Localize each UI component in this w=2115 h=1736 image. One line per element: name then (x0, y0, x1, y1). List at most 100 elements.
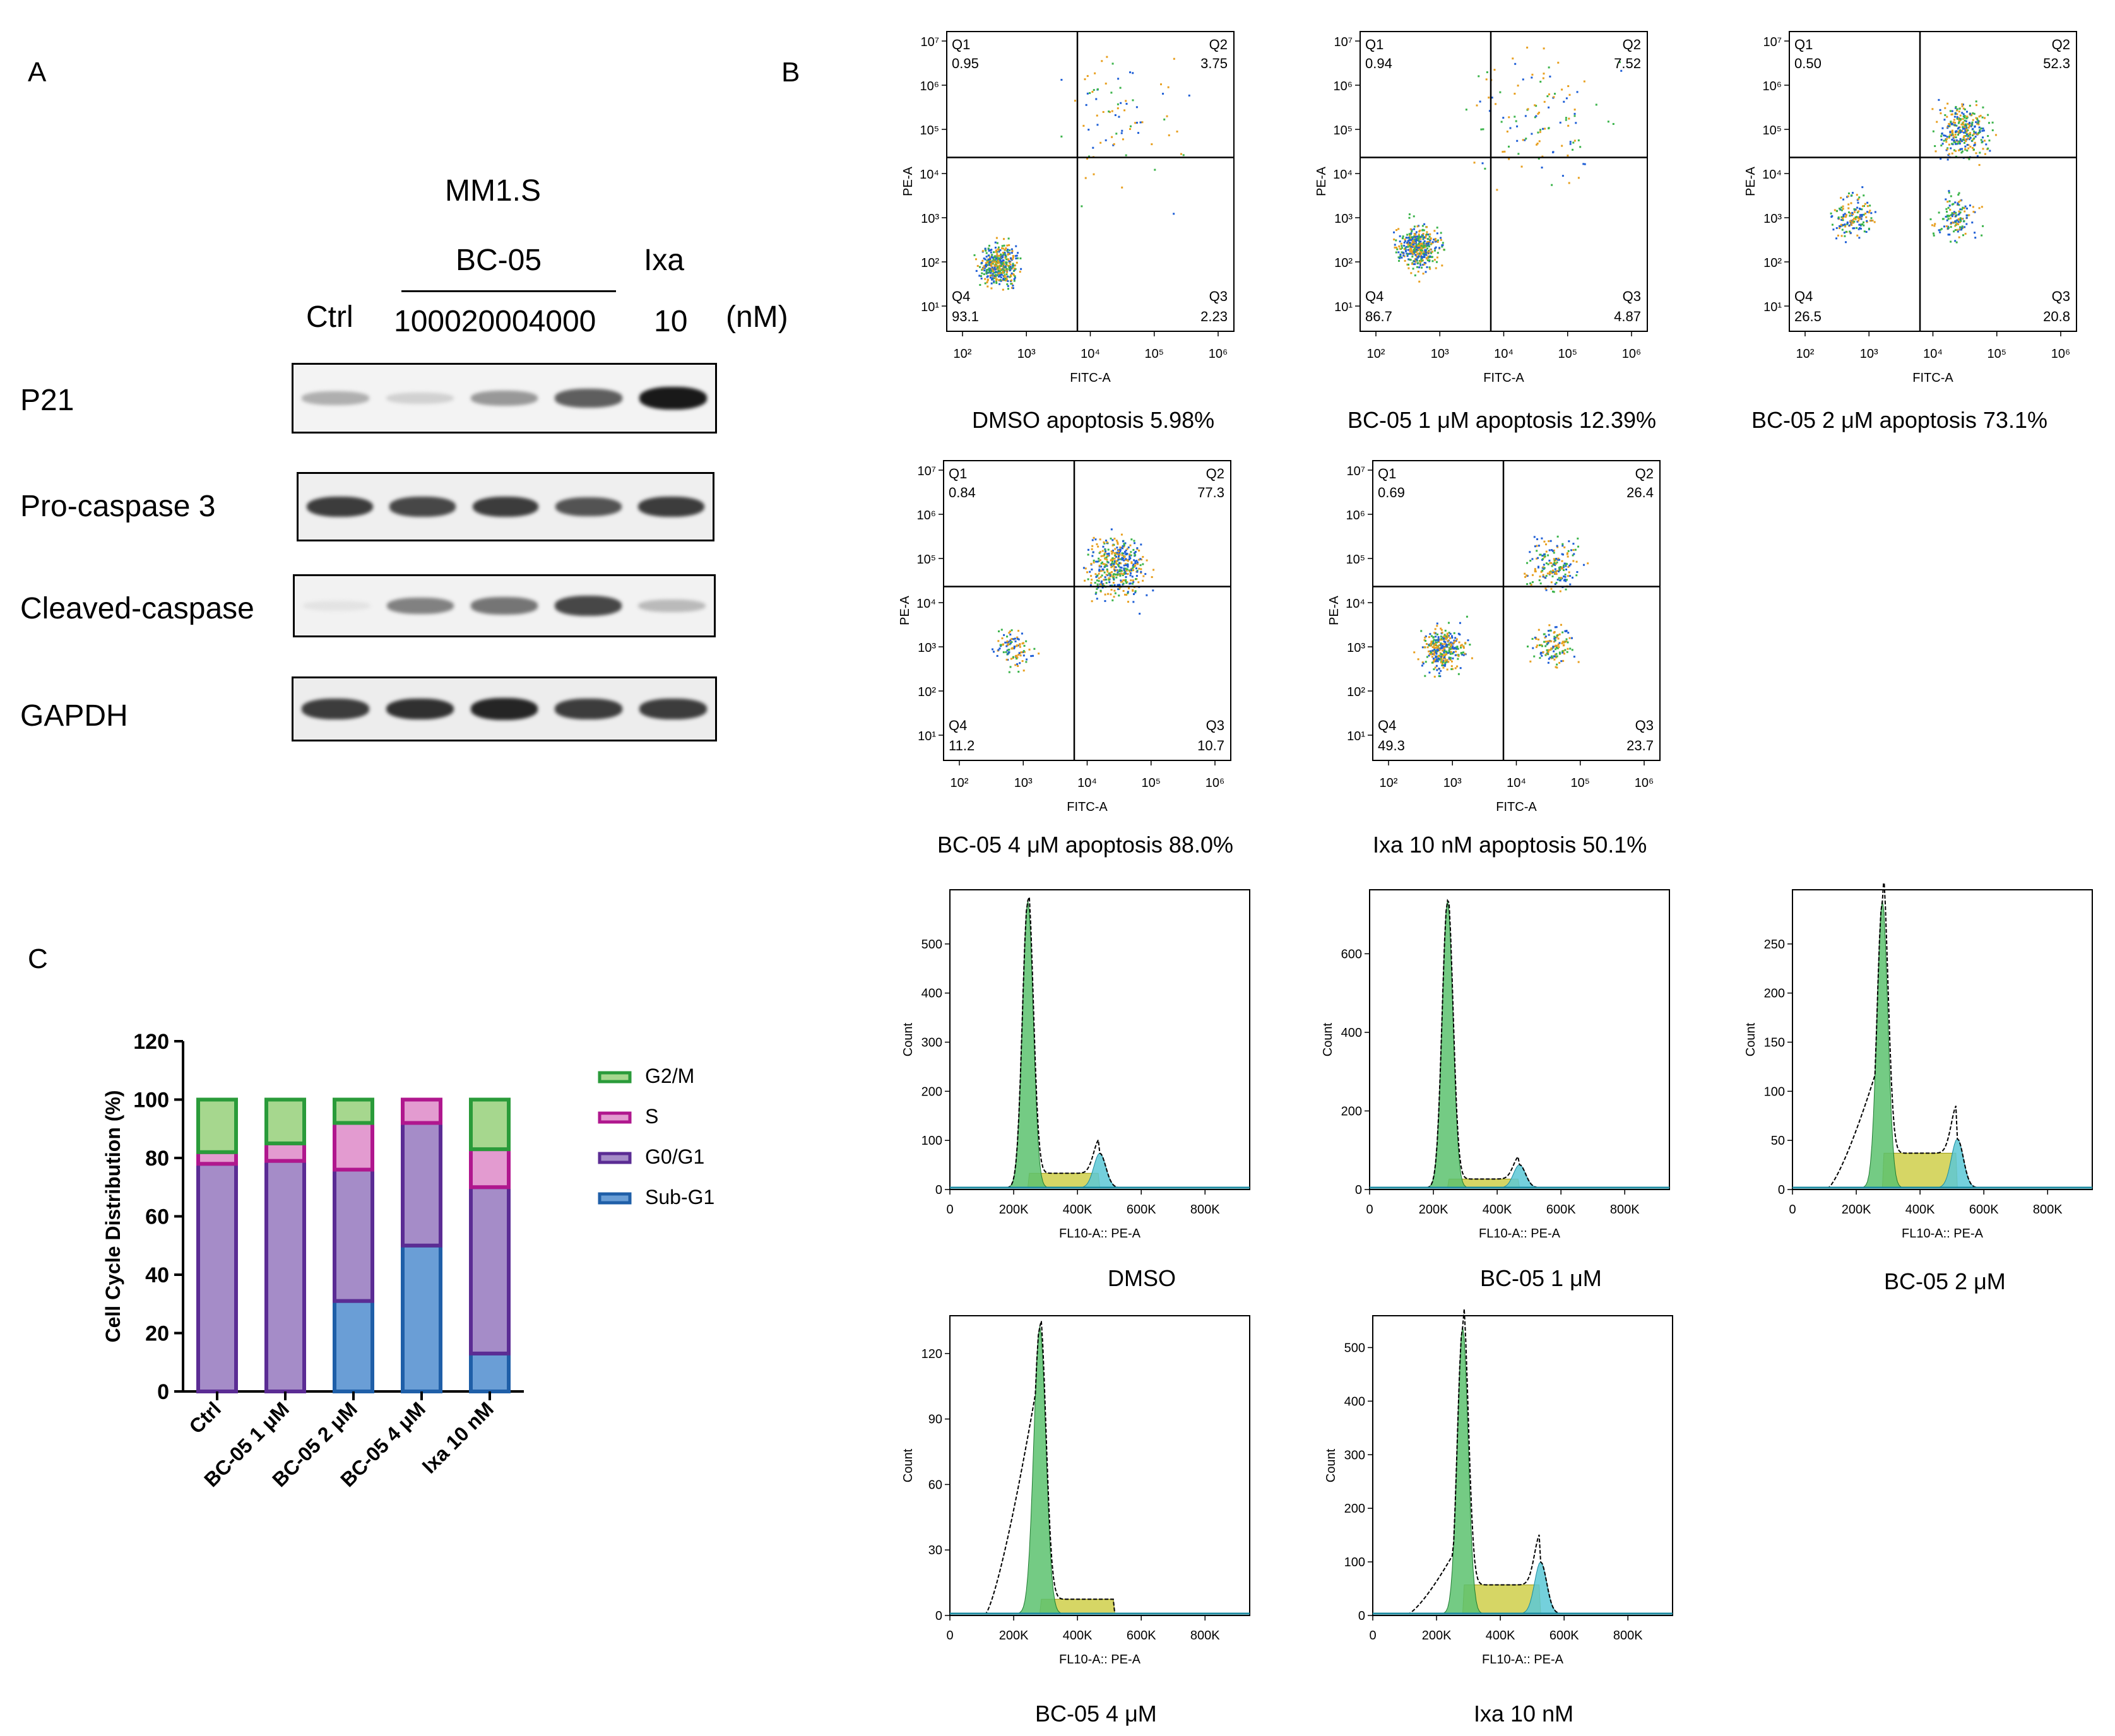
event-dot (1563, 575, 1565, 577)
event-dot (1122, 582, 1125, 585)
event-dot (1117, 553, 1120, 556)
event-dot (1430, 635, 1433, 637)
event-dot (1530, 583, 1532, 586)
event-dot (995, 278, 998, 280)
event-dot (1963, 141, 1965, 144)
event-dot (1003, 271, 1005, 274)
event-dot (1006, 641, 1009, 644)
event-dot (1123, 543, 1125, 545)
event-dot (1428, 235, 1431, 238)
event-dot (1453, 639, 1455, 642)
event-dot (1555, 656, 1558, 659)
event-dot (1087, 578, 1089, 581)
event-dot (1856, 220, 1859, 223)
y-tick-label: 500 (1344, 1341, 1365, 1355)
event-dot (1005, 258, 1008, 261)
event-dot (1413, 233, 1416, 235)
event-dot (990, 263, 993, 265)
event-dot (1978, 120, 1981, 122)
x-tick-label: 600K (1549, 1629, 1579, 1643)
event-dot (997, 649, 1000, 651)
event-dot (1130, 567, 1133, 570)
event-dot (986, 259, 988, 262)
event-dot (1443, 249, 1445, 251)
event-dot (1409, 234, 1411, 237)
event-dot (1426, 259, 1429, 262)
event-dot (1129, 582, 1131, 585)
event-dot (1109, 574, 1111, 576)
event-dot (1534, 636, 1536, 639)
event-dot (1544, 588, 1547, 590)
event-dot (1435, 660, 1437, 663)
event-dot (1414, 263, 1416, 266)
event-dot (1134, 564, 1136, 567)
event-dot (1136, 570, 1139, 573)
event-dot (1401, 251, 1403, 254)
event-dot (1009, 249, 1011, 252)
event-dot (1548, 570, 1551, 573)
event-dot (1394, 244, 1396, 246)
event-dot (1562, 566, 1565, 569)
event-dot (1951, 134, 1953, 137)
event-dot (1430, 653, 1433, 656)
event-dot (1001, 247, 1004, 249)
event-dot (1397, 228, 1400, 230)
event-dot (1025, 640, 1028, 642)
event-dot (1435, 246, 1437, 249)
event-dot (1499, 91, 1502, 93)
event-dot (1450, 645, 1452, 647)
event-dot (1563, 564, 1565, 567)
event-dot (1557, 643, 1560, 646)
event-dot (1111, 539, 1114, 541)
event-dot (1960, 219, 1962, 221)
event-dot (1571, 637, 1573, 639)
event-dot (1943, 134, 1945, 137)
event-dot (1954, 122, 1957, 124)
event-dot (993, 255, 996, 257)
event-dot (1123, 567, 1125, 570)
event-dot (1407, 245, 1409, 248)
event-dot (1106, 555, 1109, 557)
event-dot (1407, 263, 1409, 266)
event-dot (1566, 563, 1568, 565)
blot-label-gapdh: GAPDH (20, 699, 128, 733)
event-dot (1012, 287, 1014, 290)
x-tick-label: 600K (1127, 1629, 1156, 1643)
quadrant-value: 77.3 (1197, 485, 1224, 500)
event-dot (1007, 285, 1009, 287)
event-dot (1113, 561, 1116, 564)
event-dot (1953, 149, 1956, 151)
event-dot (1568, 564, 1571, 567)
event-dot (984, 247, 986, 250)
event-dot (1545, 550, 1548, 553)
event-dot (1948, 123, 1951, 126)
event-dot (1123, 555, 1126, 558)
event-dot (1399, 257, 1401, 259)
event-dot (1454, 647, 1456, 649)
y-tick-label: 10¹ (1347, 729, 1365, 743)
blot-band (555, 497, 622, 517)
event-dot (1561, 560, 1563, 562)
event-dot (1117, 103, 1119, 105)
event-dot (1958, 119, 1960, 122)
event-dot (1403, 244, 1406, 247)
event-dot (1987, 135, 1989, 138)
event-dot (1859, 216, 1861, 218)
event-dot (1000, 264, 1002, 267)
event-dot (1413, 225, 1416, 228)
event-dot (1960, 208, 1963, 211)
event-dot (1548, 540, 1550, 543)
event-dot (1014, 268, 1017, 270)
event-dot (1565, 588, 1567, 591)
event-dot (1547, 642, 1549, 644)
event-dot (988, 264, 990, 266)
event-dot (1436, 227, 1438, 229)
event-dot (1401, 247, 1404, 249)
event-dot (1433, 653, 1435, 656)
event-dot (1951, 152, 1953, 155)
event-dot (1962, 139, 1964, 141)
blot-image-gapdh (292, 676, 717, 741)
event-dot (1129, 556, 1131, 558)
event-dot (1858, 196, 1861, 199)
event-dot (1410, 232, 1413, 235)
